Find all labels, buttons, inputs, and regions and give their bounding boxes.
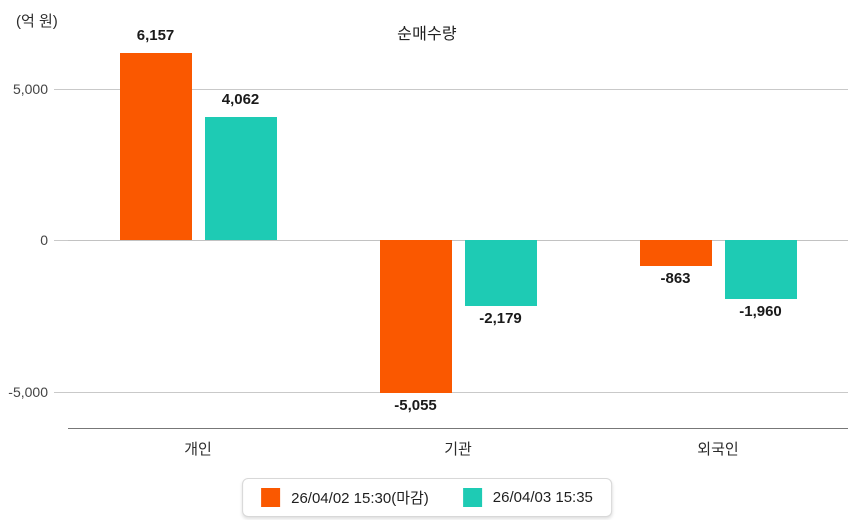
y-axis-unit-label: (억 원) — [16, 13, 58, 30]
bar-value-label: -5,055 — [394, 397, 437, 415]
chart-title: 순매수량 — [397, 26, 457, 43]
bar-value-label: -2,179 — [479, 310, 522, 328]
bar[interactable] — [639, 240, 712, 267]
bar[interactable] — [379, 240, 452, 394]
bar-value-label: 4,062 — [221, 90, 260, 108]
x-axis-category-label: 기관 — [444, 441, 472, 458]
legend-item[interactable]: 26/04/03 15:35 — [462, 488, 593, 507]
chart-legend: 26/04/02 15:30(마감) 26/04/03 15:35 — [242, 478, 612, 517]
y-axis-tick-mark — [54, 391, 68, 393]
gridline-0 — [68, 240, 848, 242]
legend-label: 26/04/03 15:35 — [492, 489, 593, 506]
gridline--5000 — [68, 391, 848, 393]
y-axis-tick-label: -5,000 — [8, 383, 48, 400]
gridline-5000 — [68, 88, 848, 90]
x-axis-line — [68, 428, 848, 429]
y-axis-tick-label: 0 — [40, 232, 48, 249]
bar-value-label: 6,157 — [136, 27, 175, 45]
bar[interactable] — [119, 53, 192, 241]
y-axis-tick-mark — [54, 88, 68, 90]
legend-label: 26/04/02 15:30(마감) — [291, 490, 429, 507]
y-axis-tick-mark — [54, 240, 68, 242]
x-axis-category-label: 외국인 — [697, 441, 739, 458]
legend-color-swatch-icon — [462, 488, 482, 507]
legend-color-swatch-icon — [261, 488, 281, 507]
plot-area: 5,000 0 -5,000 6,157 4,062 -5,055 -2,179 -863 -1… — [8, 27, 848, 428]
legend-item[interactable]: 26/04/02 15:30(마감) — [261, 487, 429, 508]
bar-value-label: -863 — [660, 270, 691, 288]
bar[interactable] — [204, 116, 277, 241]
y-axis-tick-label: 5,000 — [12, 80, 48, 97]
bar[interactable] — [464, 240, 537, 307]
bar-value-label: -1,960 — [739, 303, 782, 321]
bar[interactable] — [724, 240, 797, 300]
x-axis-category-label: 개인 — [184, 441, 212, 458]
